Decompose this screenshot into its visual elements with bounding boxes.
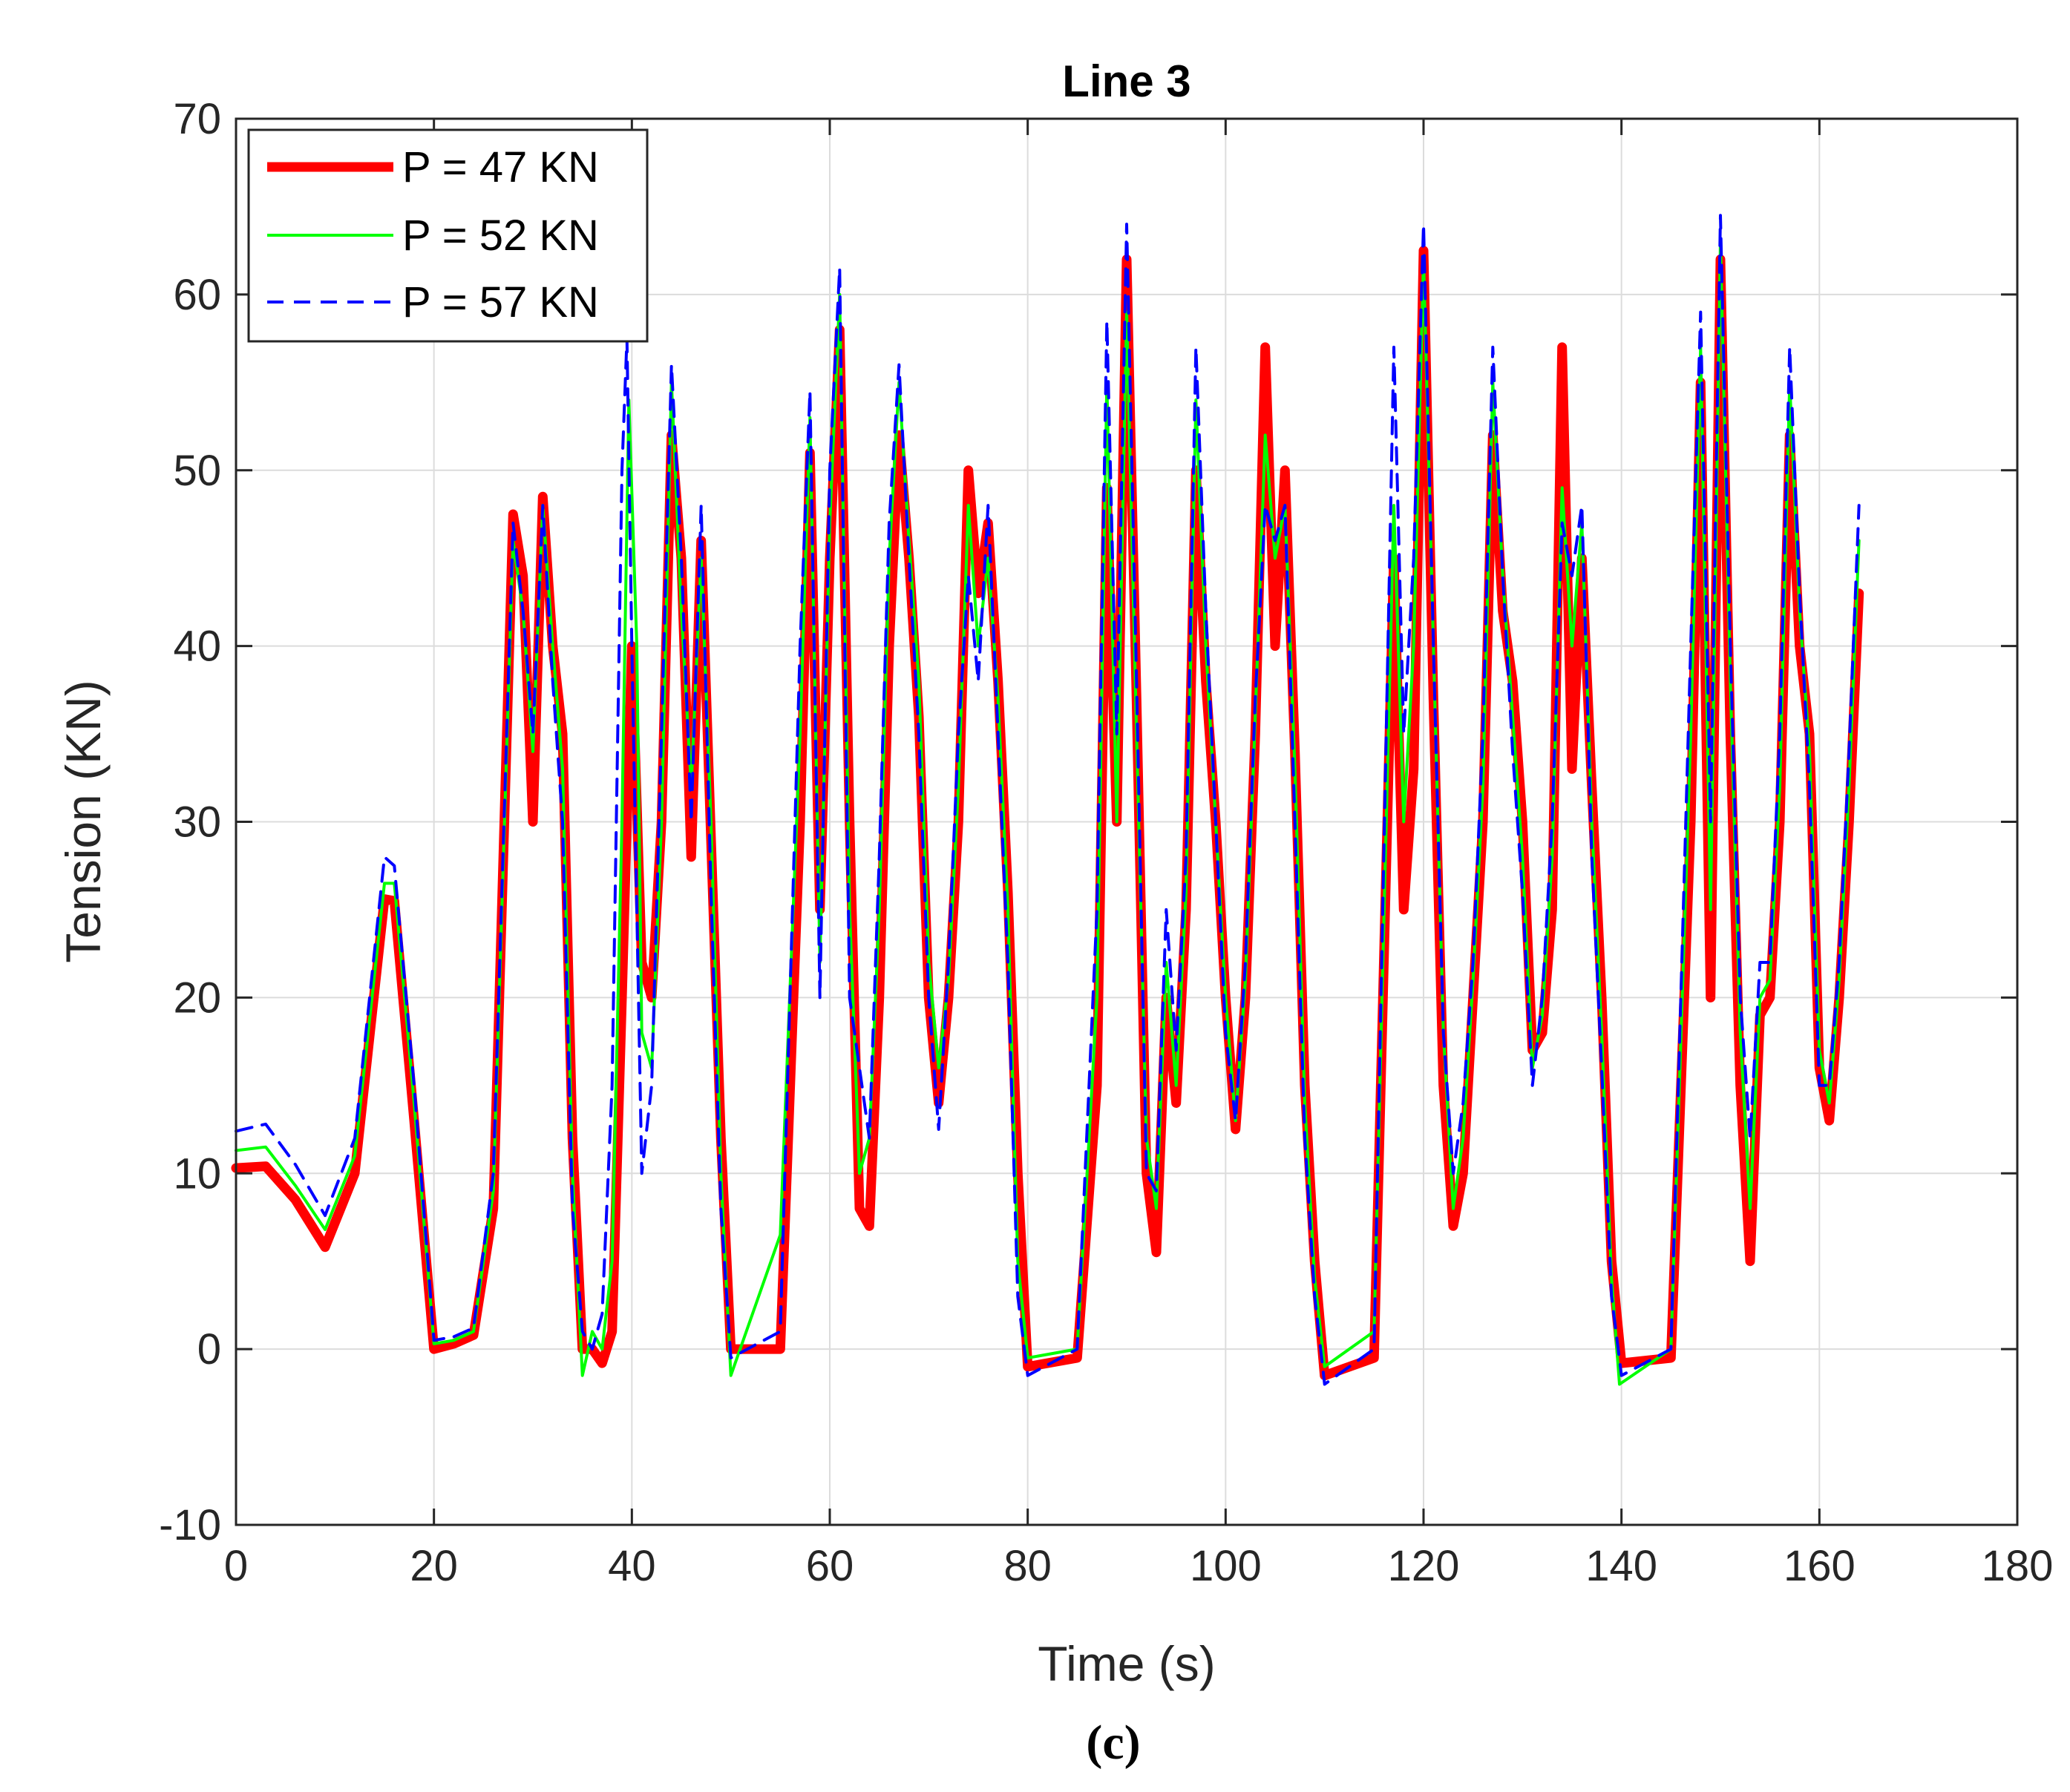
x-tick-label: 0 [224, 1542, 248, 1590]
y-tick-label: 60 [173, 271, 221, 319]
y-tick-label: 70 [173, 95, 221, 143]
y-axis-label: Tension (KN) [56, 680, 111, 962]
y-tick-label: 0 [197, 1325, 221, 1373]
x-axis-label: Time (s) [1038, 1636, 1216, 1691]
y-tick-label: 10 [173, 1149, 221, 1198]
legend-label-p52: P = 52 KN [402, 211, 599, 260]
x-tick-label: 140 [1585, 1542, 1657, 1590]
y-tick-label: 20 [173, 974, 221, 1022]
x-tick-label: 120 [1388, 1542, 1460, 1590]
x-tick-label: 180 [1982, 1542, 2054, 1590]
legend: P = 47 KN P = 52 KN P = 57 KN [247, 128, 649, 343]
x-tick-label: 60 [806, 1542, 854, 1590]
x-tick-label: 80 [1003, 1542, 1052, 1590]
axis-ticks: 0 20 40 60 80 100 120 140 160 180-100102030405060… [159, 95, 2053, 1590]
series-line-1 [235, 240, 1861, 1386]
y-tick-label: 50 [173, 447, 221, 495]
x-tick-label: 100 [1190, 1542, 1262, 1590]
y-tick-label: 30 [173, 798, 221, 847]
legend-label-p47: P = 47 KN [402, 143, 599, 191]
y-tick-label: -10 [159, 1501, 221, 1549]
chart-title: Line 3 [1062, 56, 1190, 106]
x-tick-label: 160 [1784, 1542, 1856, 1590]
x-tick-label: 20 [410, 1542, 458, 1590]
legend-label-p57: P = 57 KN [402, 278, 599, 326]
figure-caption: (c) [1086, 1716, 1140, 1770]
x-tick-label: 40 [608, 1542, 656, 1590]
data-series [231, 214, 1864, 1386]
y-tick-label: 40 [173, 623, 221, 671]
